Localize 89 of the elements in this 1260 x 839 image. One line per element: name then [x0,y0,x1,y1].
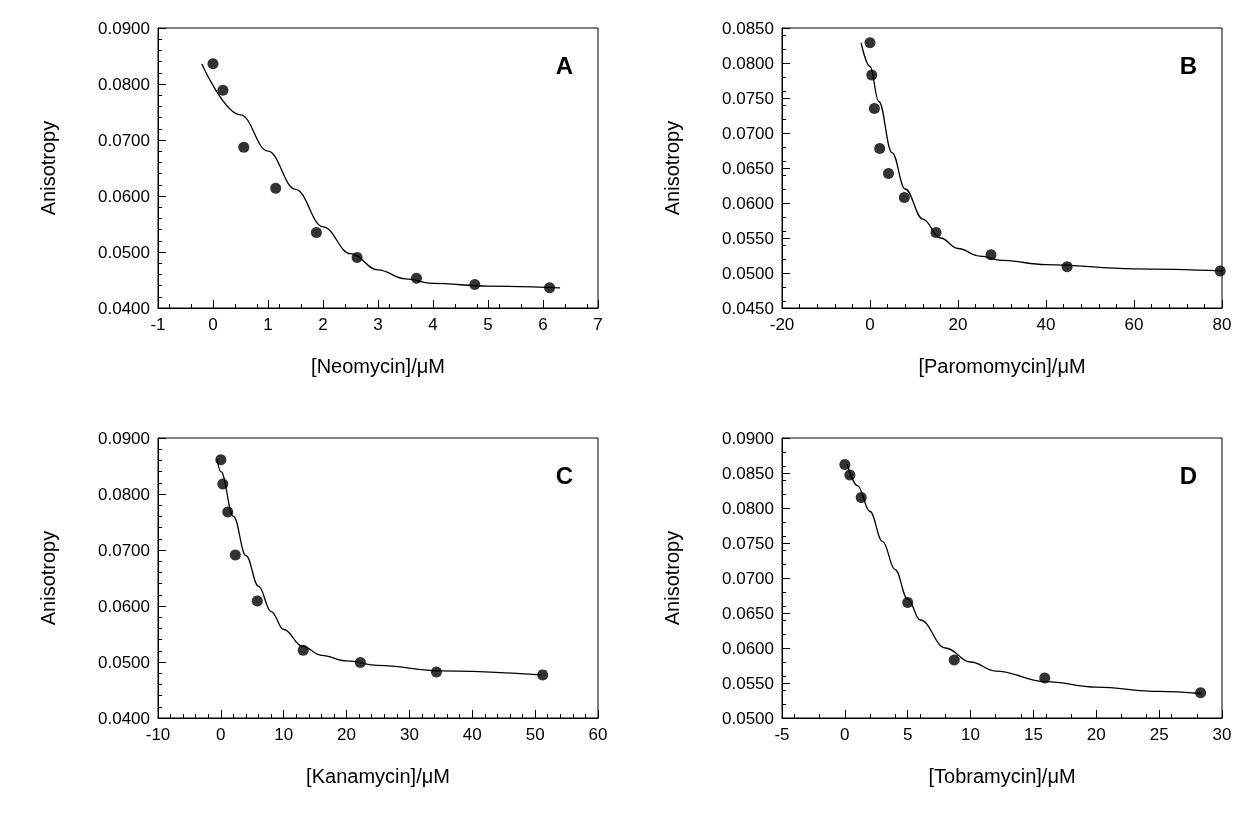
x-tick-label: 40 [462,725,482,744]
point [217,84,229,96]
point [1195,687,1207,699]
y-tick-label: 0.0550 [722,228,774,248]
x-tick-label: -10 [145,725,171,744]
x-tick-label: 0 [216,725,226,744]
annotation: D [1179,461,1198,489]
x-tick-label: 10 [961,725,981,744]
x-tick-label: 5 [483,315,493,334]
y-tick-label: 0.0600 [98,596,150,616]
x-tick-label: 0 [208,315,218,334]
y-axis-title: Anisotropy [661,530,683,626]
x-tick-label: 4 [428,315,438,334]
y-tick-label: 0.0850 [722,18,774,38]
y-tick-label: 0.0700 [722,123,774,143]
point [868,103,880,114]
x-tick-label: 50 [525,725,545,744]
point [238,141,250,153]
y-tick-label: 0.0500 [98,242,150,262]
x-tick-label: 6 [538,315,548,334]
y-tick-label: 0.0700 [98,540,150,560]
x-tick-label: -20 [769,315,795,334]
y-tick-label: 0.0800 [722,498,774,518]
x-tick-label: 5 [902,725,913,744]
y-tick-label: 0.0500 [722,263,774,283]
x-tick-label: 80 [1212,315,1232,334]
point [948,654,960,666]
annotation: B [1179,51,1198,79]
y-axis-title: Anisotropy [37,530,59,626]
y-tick-label: 0.0750 [722,533,774,553]
x-axis-title: [Paromomycin]/μM [918,355,1086,377]
x-tick-label: 0 [840,725,850,744]
y-tick-label: 0.0900 [98,428,150,448]
x-axis-title: [Tobramycin]/μM [928,765,1076,787]
y-tick-label: 0.0650 [722,158,774,178]
y-tick-label: 0.0700 [722,568,774,588]
y-tick-label: 0.0800 [722,53,774,73]
y-tick-label: 0.0600 [722,638,774,658]
point [874,142,886,154]
y-tick-label: 0.0900 [98,18,150,38]
x-tick-label: 20 [337,725,357,744]
y-axis-title: Anisotropy [661,120,683,216]
y-tick-label: 0.0500 [98,652,150,672]
point [537,669,549,681]
point [310,226,322,238]
x-tick-label: 40 [1036,315,1056,334]
y-axis-title: Anisotropy [37,120,59,216]
point [229,549,241,561]
point [864,37,876,49]
y-tick-label: 0.0800 [98,484,150,504]
x-tick-label: 30 [1212,725,1232,744]
point [207,58,219,70]
x-tick-label: 20 [948,315,968,334]
point [882,168,894,180]
x-tick-label: 20 [1086,725,1106,744]
annotation: C [555,461,574,489]
x-tick-label: 30 [399,725,419,744]
y-tick-label: 0.0850 [722,463,774,483]
x-tick-label: -1 [150,315,166,334]
point [251,595,263,607]
y-tick-label: 0.0400 [98,298,150,318]
y-tick-label: 0.0800 [98,74,150,94]
x-tick-label: 15 [1023,725,1043,744]
y-tick-label: 0.0600 [722,193,774,213]
y-tick-label: 0.0550 [722,673,774,693]
x-tick-label: 25 [1149,725,1169,744]
y-tick-label: 0.0450 [722,298,774,318]
x-tick-label: 2 [318,315,328,334]
x-axis-title: [Neomycin]/μM [311,355,445,377]
y-tick-label: 0.0400 [98,708,150,728]
point [270,182,282,194]
point [898,191,910,203]
y-tick-label: 0.0500 [722,708,774,728]
point [839,459,851,471]
x-tick-label: 1 [263,315,273,334]
x-tick-label: 60 [588,725,608,744]
y-tick-label: 0.0700 [98,130,150,150]
x-tick-label: 10 [274,725,294,744]
x-axis-title: [Kanamycin]/μM [306,765,450,787]
y-tick-label: 0.0750 [722,88,774,108]
y-tick-label: 0.0650 [722,603,774,623]
y-tick-label: 0.0600 [98,186,150,206]
x-tick-label: 3 [373,315,383,334]
x-tick-label: -5 [774,725,790,744]
x-tick-label: 7 [593,315,603,334]
annotation: A [555,51,574,79]
y-tick-label: 0.0900 [722,428,774,448]
x-tick-label: 0 [865,315,875,334]
x-tick-label: 60 [1124,315,1144,334]
